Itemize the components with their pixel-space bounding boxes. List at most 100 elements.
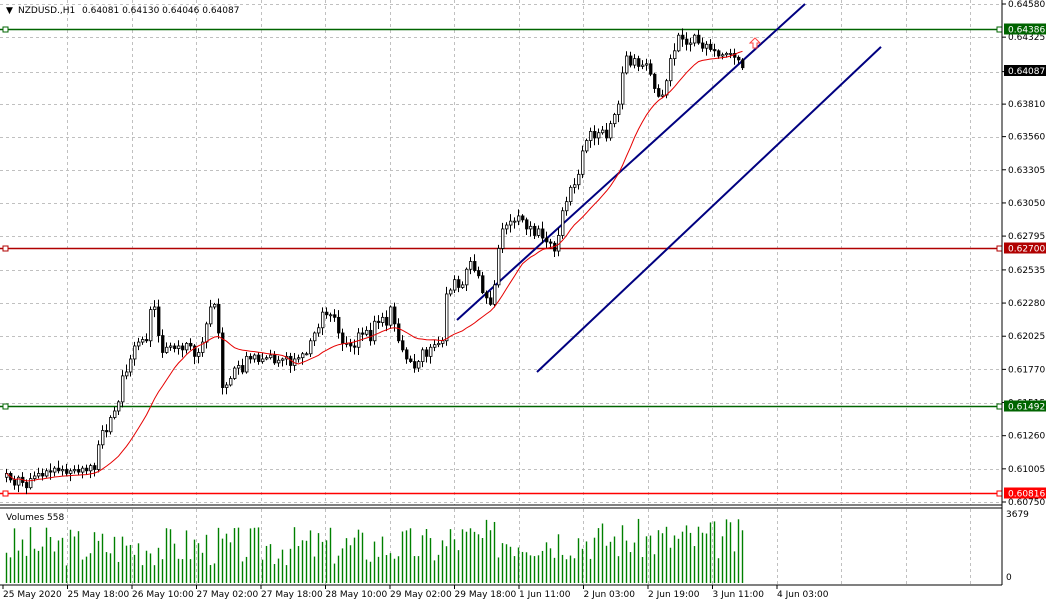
- candle: [101, 425, 105, 449]
- candle-body: [69, 470, 73, 474]
- candle-body: [617, 103, 621, 115]
- candle-body: [549, 241, 553, 244]
- candle: [217, 298, 221, 339]
- candle: [41, 468, 45, 481]
- candle-body: [601, 129, 605, 134]
- candle: [169, 342, 173, 351]
- candle: [705, 41, 709, 56]
- time-axis-label: 27 May 02:00: [197, 590, 259, 600]
- candle-body: [157, 306, 161, 336]
- candle-body: [721, 54, 725, 57]
- candle: [377, 315, 381, 329]
- candle-body: [209, 306, 213, 325]
- candle-body: [665, 80, 669, 96]
- candle-body: [253, 354, 257, 360]
- candle-body: [85, 467, 89, 472]
- candle: [233, 366, 237, 380]
- candle-body: [417, 361, 421, 369]
- time-axis-label: 2 Jun 03:00: [584, 590, 636, 600]
- candle: [249, 353, 253, 364]
- time-axis-label: 25 May 2020: [3, 590, 62, 600]
- candle-body: [205, 323, 209, 343]
- price-axis-label: 0.61005: [1008, 465, 1045, 475]
- candle-body: [181, 345, 185, 351]
- candle: [617, 100, 621, 123]
- time-axis-label: 4 Jun 03:00: [777, 590, 829, 600]
- candle-body: [377, 320, 381, 323]
- candle-body: [493, 284, 497, 305]
- candle: [729, 48, 733, 59]
- price-channel[interactable]: [456, 3, 882, 373]
- candle: [437, 336, 441, 348]
- level-tag-label: 0.64386: [1008, 26, 1045, 36]
- candle: [425, 347, 429, 363]
- channel-lower-line: [536, 46, 882, 373]
- candle-body: [461, 284, 465, 288]
- candle: [153, 300, 157, 318]
- candle: [421, 347, 425, 368]
- candle: [649, 59, 653, 77]
- candle-body: [305, 353, 309, 356]
- candle: [209, 299, 213, 327]
- level-handle-right: [996, 403, 1003, 410]
- candle: [245, 351, 249, 374]
- current-price-tag: 0.64087: [1004, 65, 1046, 77]
- price-axis-label: 0.64580: [1008, 0, 1045, 10]
- candle: [193, 344, 197, 365]
- candle: [533, 223, 537, 240]
- candle-body: [633, 58, 637, 66]
- candle-body: [509, 220, 513, 226]
- candle: [597, 128, 601, 145]
- candle: [77, 464, 81, 476]
- price-grid: [0, 0, 1002, 585]
- candle-body: [625, 55, 629, 74]
- candle-body: [385, 316, 389, 326]
- candle-body: [689, 42, 693, 45]
- candle: [501, 222, 505, 253]
- candle: [393, 302, 397, 332]
- time-axis-label: 25 May 18:00: [68, 590, 130, 600]
- price-axis-label: 0.64325: [1008, 33, 1045, 43]
- volumes-label: Volumes 558: [6, 513, 64, 523]
- candle: [409, 355, 413, 364]
- candle-body: [25, 482, 29, 489]
- candle: [145, 333, 149, 343]
- candle-body: [45, 470, 49, 477]
- candle: [349, 338, 353, 352]
- candle-body: [309, 340, 313, 355]
- candle: [53, 466, 57, 477]
- candle-body: [273, 354, 277, 364]
- price-axis-label: 0.62280: [1008, 299, 1045, 309]
- candle: [505, 222, 509, 235]
- channel-upper-line: [456, 3, 806, 321]
- candle-body: [333, 314, 337, 318]
- candle-body: [453, 279, 457, 291]
- price-axis-label: 0.61770: [1008, 365, 1045, 375]
- moving-average-line: [6, 50, 743, 482]
- level-tag-bg: [1004, 400, 1046, 412]
- candle-body: [137, 341, 141, 347]
- candle-body: [537, 228, 541, 236]
- candle: [129, 354, 133, 377]
- candle: [561, 207, 565, 239]
- horizontal-levels[interactable]: [0, 26, 1003, 497]
- candle-body: [677, 34, 681, 52]
- candle-body: [81, 467, 85, 473]
- candle-body: [125, 371, 129, 377]
- candle: [137, 337, 141, 351]
- candle-body: [301, 353, 305, 359]
- candle-body: [697, 34, 701, 44]
- candle-body: [225, 384, 229, 388]
- time-axis-label: 29 May 18:00: [455, 590, 517, 600]
- candle-body: [605, 129, 609, 139]
- candle: [157, 299, 161, 343]
- candle-body: [649, 63, 653, 75]
- candle: [213, 302, 217, 310]
- candle-body: [341, 332, 345, 344]
- chart-menu-icon[interactable]: ▼: [6, 6, 13, 16]
- candle-body: [197, 352, 201, 357]
- level-0.61492[interactable]: [0, 403, 1003, 410]
- candle: [225, 382, 229, 395]
